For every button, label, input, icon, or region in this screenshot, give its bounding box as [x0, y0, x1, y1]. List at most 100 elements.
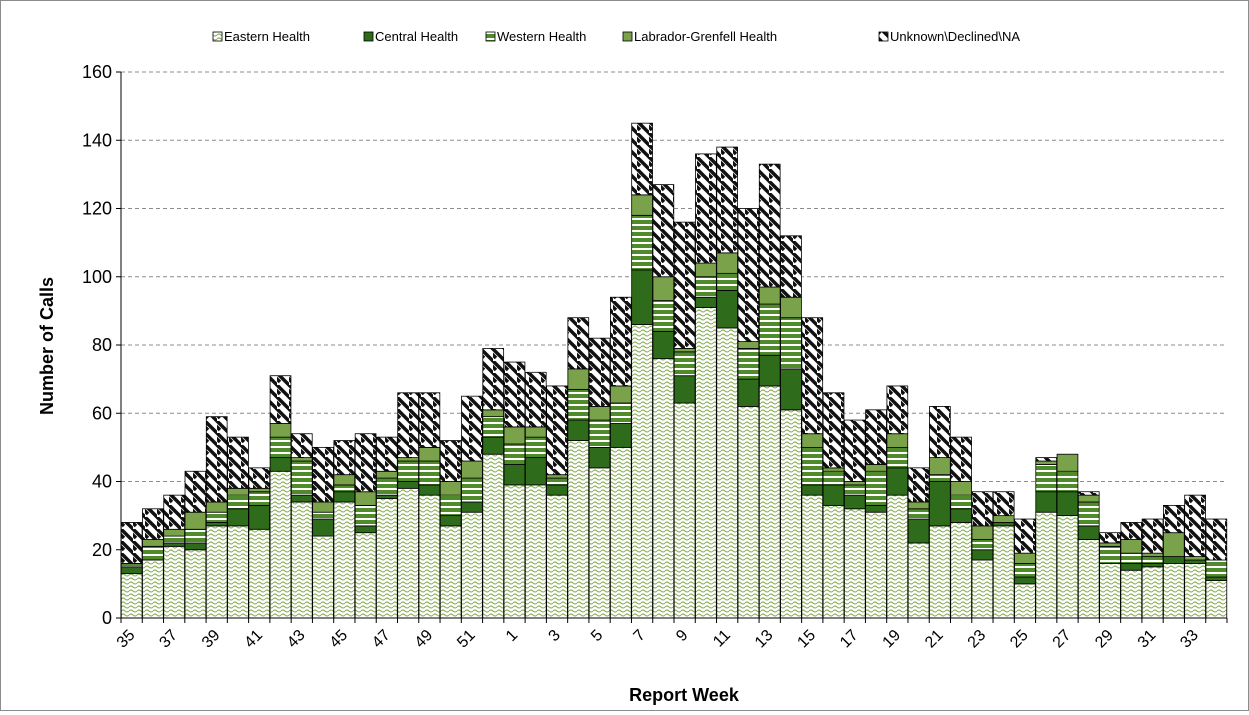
x-axis: 35 37 39 41 43 45 47 49 51 1 3 5 7 9 11 13 15 17 19 21 23 25 2… [114, 617, 1228, 652]
bar-segment-unknown-declined-na-week-14 [780, 235, 802, 298]
x-tick-label: 27 [1050, 627, 1075, 652]
x-tick-label: 3 [546, 627, 564, 645]
bar-segment-unknown-declined-na-week-49 [418, 392, 441, 448]
bar-segment-labrador-grenfell-health-week-29 [1099, 542, 1121, 547]
bar-segment-western-health-week-50 [439, 494, 462, 517]
bar-segment-eastern-health-week-36 [142, 559, 164, 619]
bar-segment-labrador-grenfell-health-week-40 [227, 487, 249, 496]
bar-segment-labrador-grenfell-health-week-16 [822, 467, 845, 472]
bar-segment-western-health-week-13 [758, 303, 781, 356]
bar-segment-unknown-declined-na-week-31 [1141, 518, 1164, 554]
bar-segment-eastern-health-week-31 [1141, 566, 1164, 619]
bar-segment-unknown-declined-na-week-32 [1163, 504, 1185, 534]
bar-segment-unknown-declined-na-week-22 [950, 436, 972, 482]
bar-segment-eastern-health-week-20 [907, 542, 930, 619]
bar-segment-central-health-week-45 [333, 491, 356, 503]
bar-segment-western-health-week-45 [333, 484, 356, 493]
bar-segment-western-health-week-3 [546, 477, 568, 486]
bar-segment-eastern-health-week-25 [1014, 583, 1036, 619]
bar-segment-labrador-grenfell-health-week-6 [610, 385, 632, 404]
bar-segment-unknown-declined-na-week-38 [184, 470, 207, 513]
bar-segment-western-health-week-26 [1035, 464, 1058, 493]
bar-segment-eastern-health-week-38 [184, 549, 207, 619]
bar-segment-unknown-declined-na-week-42 [269, 375, 292, 424]
bar-segment-central-health-week-48 [397, 481, 419, 489]
bar-segment-western-health-week-19 [886, 446, 909, 469]
bar-segment-labrador-grenfell-health-week-32 [1163, 532, 1185, 557]
bar-segment-western-health-week-36 [142, 545, 164, 561]
y-tick-label: 40 [92, 472, 112, 492]
bar-segment-eastern-health-week-34 [1205, 580, 1228, 619]
bar-segment-unknown-declined-na-week-30 [1120, 522, 1143, 540]
bar-segment-central-health-week-25 [1014, 576, 1036, 585]
bar-segment-central-health-week-51 [461, 501, 483, 513]
legend-label: Central Health [375, 29, 458, 44]
bar-segment-eastern-health-week-5 [588, 467, 611, 619]
bar-segment-eastern-health-week-18 [865, 511, 887, 619]
bar-segment-western-health-week-28 [1077, 501, 1100, 527]
bar-segment-labrador-grenfell-health-week-14 [780, 296, 802, 319]
bar-segment-central-health-week-12 [737, 378, 760, 407]
bar-segment-western-health-week-2 [524, 436, 547, 459]
bar-segment-eastern-health-week-45 [333, 501, 356, 619]
x-axis-title: Report Week [629, 685, 740, 705]
bar-segment-western-health-week-38 [184, 528, 207, 544]
bar-segment-central-health-week-10 [695, 296, 717, 308]
bar-segment-western-health-week-22 [950, 494, 972, 510]
bar-segment-unknown-declined-na-week-44 [312, 446, 334, 503]
bar-segment-labrador-grenfell-health-week-7 [631, 194, 653, 216]
bar-segment-unknown-declined-na-week-23 [971, 491, 994, 527]
bar-segment-central-health-week-16 [822, 484, 845, 506]
y-tick-label: 20 [92, 540, 112, 560]
x-tick-label: 39 [199, 627, 224, 652]
bar-segment-unknown-declined-na-week-41 [248, 467, 271, 489]
bar-segment-central-health-week-14 [780, 368, 802, 411]
x-tick-label: 25 [1007, 627, 1032, 652]
bar-segment-eastern-health-week-52 [482, 453, 505, 619]
x-tick-label: 43 [284, 627, 309, 652]
x-tick-label: 21 [922, 627, 947, 652]
bar-segment-central-health-week-13 [758, 354, 781, 387]
bar-segment-unknown-declined-na-week-46 [354, 433, 377, 493]
y-tick-label: 60 [92, 403, 112, 423]
bar-segment-unknown-declined-na-week-20 [907, 467, 930, 503]
bar-segment-eastern-health-week-46 [354, 532, 377, 619]
bar-segment-eastern-health-week-26 [1035, 511, 1058, 619]
bar-segment-western-health-week-9 [673, 351, 696, 377]
bar-segment-central-health-week-31 [1141, 563, 1164, 568]
bar-segment-western-health-week-4 [567, 388, 590, 421]
y-tick-label: 100 [82, 267, 112, 287]
bar-segment-unknown-declined-na-week-21 [929, 406, 951, 459]
bar-segment-labrador-grenfell-health-week-30 [1120, 539, 1143, 554]
x-tick-label: 9 [673, 627, 691, 645]
bar-segment-labrador-grenfell-health-week-5 [588, 406, 611, 421]
bar-segment-labrador-grenfell-health-week-39 [205, 501, 228, 513]
bar-segment-central-health-week-15 [801, 484, 824, 496]
bar-segment-central-health-week-28 [1077, 525, 1100, 540]
bar-segment-eastern-health-week-32 [1163, 563, 1185, 619]
y-tick-label: 160 [82, 62, 112, 82]
x-tick-label: 51 [454, 627, 479, 652]
legend-label: Labrador-Grenfell Health [634, 29, 777, 44]
x-tick-label: 45 [327, 627, 352, 652]
bar-segment-labrador-grenfell-health-week-15 [801, 433, 824, 448]
legend: Eastern Health Central Health Western Heal… [212, 29, 1020, 44]
bar-segment-central-health-week-5 [588, 446, 611, 469]
bar-segment-western-health-week-43 [290, 460, 313, 496]
legend-swatch [878, 31, 889, 42]
bar-segment-eastern-health-week-6 [610, 446, 632, 619]
bar-segment-labrador-grenfell-health-week-49 [418, 446, 441, 462]
bar-segment-unknown-declined-na-week-43 [290, 433, 313, 459]
bar-segment-unknown-declined-na-week-4 [567, 317, 590, 370]
x-tick-label: 33 [1177, 627, 1202, 652]
bar-segment-central-health-week-22 [950, 508, 972, 523]
bar-segment-western-health-week-5 [588, 419, 611, 448]
y-tick-label: 0 [102, 608, 112, 628]
bar-segment-labrador-grenfell-health-week-22 [950, 481, 972, 496]
bar-segment-western-health-week-1 [503, 443, 526, 465]
bar-segment-labrador-grenfell-health-week-36 [142, 539, 164, 547]
bar-segment-western-health-week-25 [1014, 563, 1036, 578]
x-tick-label: 5 [588, 627, 606, 645]
bar-segment-central-health-week-39 [205, 522, 228, 527]
bar-segment-labrador-grenfell-health-week-41 [248, 487, 271, 493]
